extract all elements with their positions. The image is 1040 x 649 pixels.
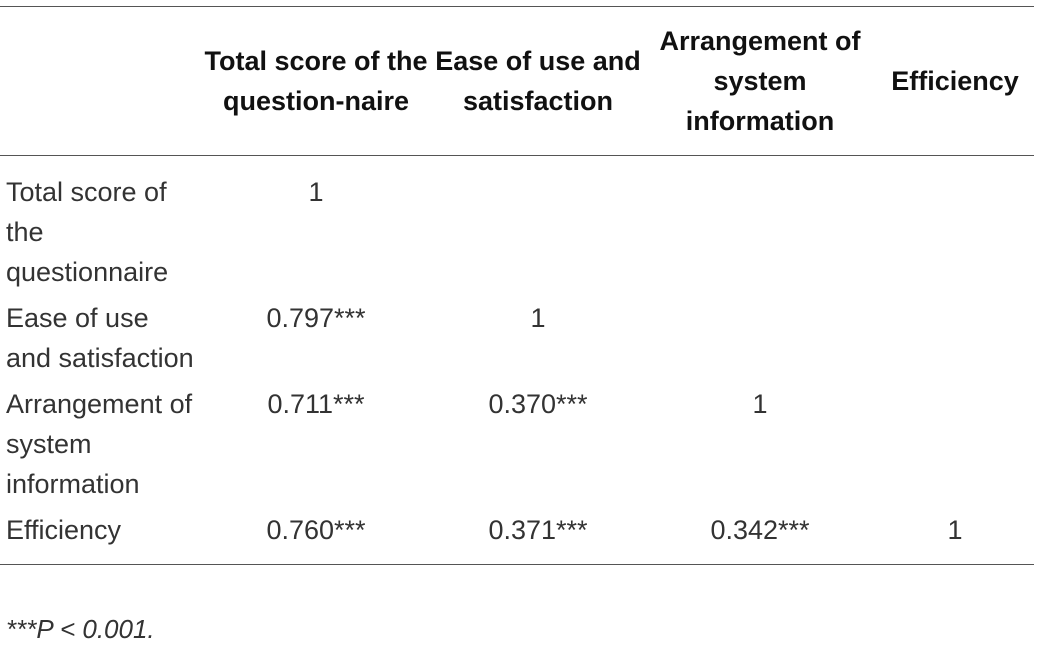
table-cell: 0.760***	[266, 515, 366, 545]
header-ease-of-use: Ease of use and satisfaction	[435, 46, 641, 116]
row-label: Total score of the questionnaire	[6, 177, 169, 287]
table-cell: 1	[947, 515, 963, 545]
header-total-score: Total score of the question-naire	[204, 46, 428, 116]
table-footnote: ***P < 0.001.	[6, 614, 155, 644]
table-cell: 0.370***	[488, 389, 588, 419]
table-row: Efficiency 0.760*** 0.371*** 0.342*** 1	[0, 504, 1034, 565]
table-cell: 0.711***	[267, 389, 365, 419]
header-corner	[0, 7, 200, 156]
table-cell: 1	[530, 303, 546, 333]
table-row: Arrangement of system information 0.711*…	[0, 378, 1034, 504]
table-row: Ease of use and satisfaction 0.797*** 1	[0, 292, 1034, 378]
table-row: Total score of the questionnaire 1	[0, 156, 1034, 293]
table-cell: 0.371***	[488, 515, 588, 545]
table-cell	[644, 292, 876, 378]
row-label: Arrangement of system information	[6, 389, 193, 499]
table-cell: 0.797***	[266, 303, 366, 333]
correlation-table: Total score of the question-naire Ease o…	[0, 6, 1034, 565]
table-cell	[876, 156, 1034, 293]
header-arrangement: Arrangement of system information	[659, 26, 861, 136]
table-cell: 1	[308, 177, 324, 207]
header-row: Total score of the question-naire Ease o…	[0, 6, 1034, 156]
table-cell	[876, 378, 1034, 504]
row-label: Efficiency	[6, 515, 122, 545]
table-cell: 0.342***	[710, 515, 810, 545]
header-efficiency: Efficiency	[891, 66, 1019, 96]
table-cell	[644, 156, 876, 293]
table-cell	[876, 292, 1034, 378]
table-cell	[432, 156, 644, 293]
row-label: Ease of use and satisfaction	[6, 303, 194, 373]
table-cell: 1	[752, 389, 768, 419]
